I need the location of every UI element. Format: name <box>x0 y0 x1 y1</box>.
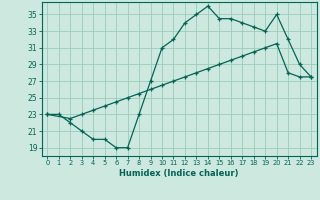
X-axis label: Humidex (Indice chaleur): Humidex (Indice chaleur) <box>119 169 239 178</box>
